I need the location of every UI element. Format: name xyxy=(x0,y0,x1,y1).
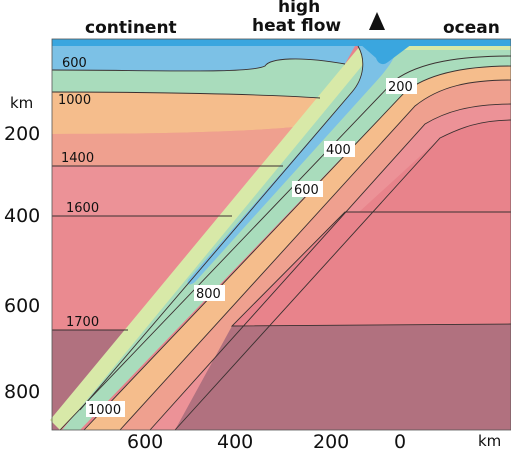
isotherm-line-1000 xyxy=(51,91,321,99)
ocean-surface xyxy=(52,39,511,46)
isotherm-label-1000: 1000 xyxy=(58,93,91,108)
slab-label-400: 400 xyxy=(324,141,355,158)
slab-band-salmon xyxy=(120,80,511,430)
slab-line-3 xyxy=(119,79,511,431)
label-heat-flow: heat flow xyxy=(252,16,341,36)
slab-line-6 xyxy=(230,211,511,327)
label-high: high xyxy=(278,0,320,17)
svg-text:200: 200 xyxy=(388,80,413,95)
slab-band-green xyxy=(62,50,511,430)
x-tick-0: 0 xyxy=(394,431,406,452)
slab-band-orange xyxy=(84,66,511,430)
band-1600-1700-left xyxy=(52,216,232,330)
y-tick-400: 400 xyxy=(4,205,40,227)
svg-text:800: 800 xyxy=(196,287,221,302)
svg-text:1000: 1000 xyxy=(88,403,121,418)
y-tick-200: 200 xyxy=(4,123,40,145)
trench-water xyxy=(360,44,412,65)
x-tick-400: 400 xyxy=(217,431,253,452)
label-ocean: ocean xyxy=(443,18,500,38)
slab-label-1000: 1000 xyxy=(86,401,125,418)
band-1400-1600-left xyxy=(52,166,283,216)
band-orange-left xyxy=(52,92,320,134)
x-tick-200: 200 xyxy=(313,431,349,452)
label-continent: continent xyxy=(85,18,177,38)
isotherm-line-600 xyxy=(51,58,346,72)
slab-line-4 xyxy=(149,103,511,431)
svg-text:400: 400 xyxy=(326,143,351,158)
y-tick-600: 600 xyxy=(4,295,40,317)
y-axis-unit: km xyxy=(10,94,33,112)
band-salmon-left xyxy=(52,126,305,166)
volcano-icon xyxy=(369,12,385,30)
band-right-mid xyxy=(232,212,511,326)
x-axis-unit: km xyxy=(478,432,501,450)
slab-label-800: 800 xyxy=(194,285,225,302)
band-cool-left xyxy=(52,46,355,71)
slab-cold-core xyxy=(187,46,398,285)
isotherm-label-1700: 1700 xyxy=(66,315,99,330)
slab-label-600: 600 xyxy=(292,181,323,198)
y-tick-800: 800 xyxy=(4,381,40,403)
slab-line-5 xyxy=(174,119,511,431)
slab-band-pink xyxy=(150,104,511,430)
diagram-frame xyxy=(51,38,511,431)
x-tick-600: 600 xyxy=(127,431,163,452)
svg-text:600: 600 xyxy=(294,183,319,198)
slab-line-1 xyxy=(59,55,511,431)
isotherm-label-1600: 1600 xyxy=(66,201,99,216)
band-green-left xyxy=(52,58,345,98)
slab-line-top xyxy=(79,45,364,411)
band-bottom-right xyxy=(175,324,511,430)
isotherm-label-1400: 1400 xyxy=(61,151,94,166)
slab-label-200: 200 xyxy=(386,78,417,95)
isotherm-label-600: 600 xyxy=(62,56,87,71)
